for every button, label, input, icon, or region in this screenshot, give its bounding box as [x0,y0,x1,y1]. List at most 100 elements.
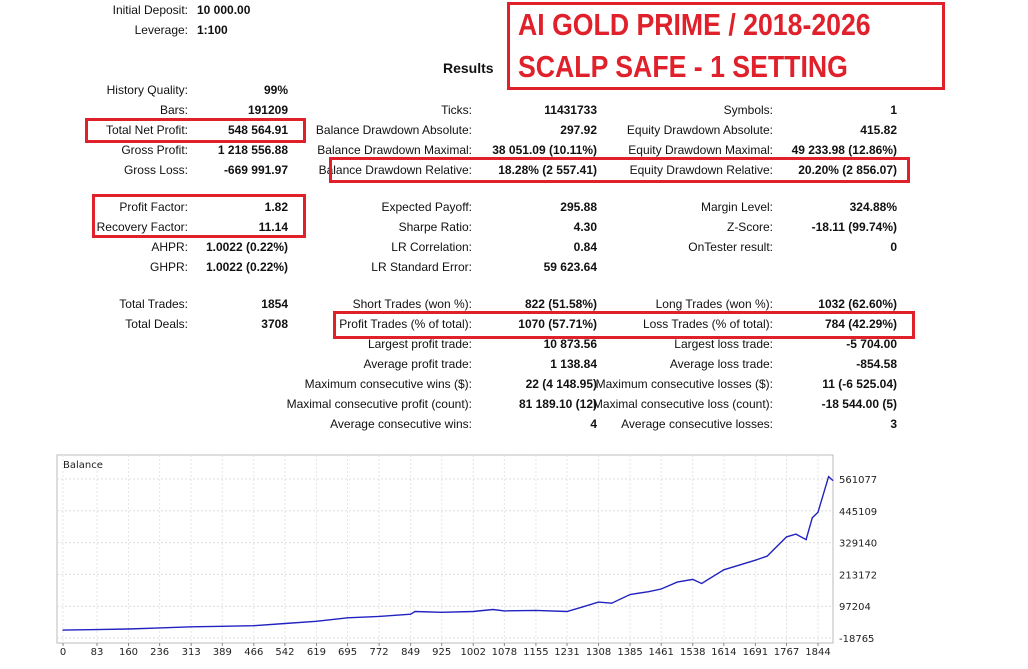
total-deals-value: 3708 [261,317,288,331]
margin-level-label: Margin Level: [700,200,773,214]
x-tick-label: 925 [432,647,451,658]
balance-point [828,475,830,478]
balance-drawdown-absolute-label: Balance Drawdown Absolute: [315,123,472,137]
maximal-consecutive-loss-count-label: Maximal consecutive loss (count): [592,397,773,411]
leverage-value: 1:100 [197,23,228,37]
gross-loss-label: Gross Loss: [123,163,188,177]
balance-drawdown-maximal-label: Balance Drawdown Maximal: [317,143,472,157]
y-tick-label: 97204 [839,602,871,613]
balance-point [315,620,318,622]
x-tick-label: 1538 [680,647,705,658]
long-trades-won-label: Long Trades (won %): [655,297,773,311]
balance-point [127,628,130,630]
highlight-net-profit [85,118,306,143]
balance-point [346,617,349,619]
x-tick-label: 1461 [648,647,673,658]
chart-frame [56,454,834,644]
equity-drawdown-maximal-label: Equity Drawdown Maximal: [628,143,773,157]
y-tick-label: 329140 [839,539,877,550]
equity-drawdown-relative-label: Equity Drawdown Relative: [629,163,773,177]
maximum-consecutive-wins-value: 22 (4 148.95) [525,377,597,391]
ticks-label: Ticks: [441,103,472,117]
balance-point [96,628,98,631]
profit-trades-of-total-label: Profit Trades (% of total): [339,317,472,331]
x-tick-label: 313 [182,647,201,658]
x-tick-label: 389 [213,647,232,658]
history-quality-label: History Quality: [106,83,188,97]
balance-point [817,511,819,513]
balance-point [253,625,255,627]
bars-label: Bars: [159,103,188,117]
x-tick-label: 772 [370,647,389,658]
maximum-consecutive-losses-value: 11 (-6 525.04) [822,377,897,391]
balance-point [62,629,64,631]
ahpr-value: 1.0022 (0.22%) [205,240,288,254]
maximal-consecutive-profit-count-label: Maximal consecutive profit (count): [286,397,472,411]
x-tick-label: 160 [119,647,138,658]
lr-correlation-value: 0.84 [573,240,597,254]
x-tick-label: 1308 [586,647,611,658]
lr-correlation-label: LR Correlation: [391,240,472,254]
largest-profit-trade-value: 10 873.56 [543,337,597,351]
symbols-value: 1 [890,103,897,117]
x-tick-label: 1691 [743,647,768,658]
total-net-profit-label: Total Net Profit: [105,123,188,137]
balance-drawdown-relative-label: Balance Drawdown Relative: [318,163,472,177]
maximum-consecutive-losses-label: Maximum consecutive losses ($): [595,377,773,391]
initial-deposit-value: 10 000.00 [197,3,251,17]
x-tick-label: 849 [401,647,420,658]
ghpr-value: 1.0022 (0.22%) [205,260,288,274]
balance-point [284,622,286,625]
y-tick-label: 213172 [839,570,877,581]
balance-point [832,479,834,481]
average-loss-trade-label: Average loss trade: [669,357,773,371]
balance-point [629,593,631,596]
balance-point [492,608,494,611]
history-quality-value: 99% [263,83,288,97]
equity-drawdown-absolute-value: 415.82 [860,123,897,137]
balance-point [566,610,568,613]
x-tick-label: 619 [307,647,326,658]
expected-payoff-value: 295.88 [560,200,597,214]
loss-trades-of-total-label: Loss Trades (% of total): [642,317,773,331]
expected-payoff-label: Expected Payoff: [381,200,472,214]
balance-point [785,536,788,538]
maximal-consecutive-profit-count-value: 81 189.10 (12) [518,397,597,411]
total-trades-value: 1854 [261,297,288,311]
balance-line [62,475,834,631]
balance-point [660,588,662,590]
leverage-label: Leverage: [134,23,188,37]
y-tick-label: 561077 [839,475,877,486]
lr-standard-error-value: 59 623.64 [543,260,597,274]
symbols-label: Symbols: [723,103,773,117]
balance-point [378,615,380,618]
balance-point [811,517,813,519]
total-net-profit-value: 548 564.91 [227,123,288,137]
initial-deposit-label: Initial Deposit: [112,3,188,17]
x-tick-label: 1385 [617,647,642,658]
balance-drawdown-absolute-value: 297.92 [560,123,597,137]
x-tick-label: 1231 [554,647,579,658]
x-tick-label: 1002 [461,647,486,658]
balance-point [754,559,756,561]
recovery-factor-value: 11.14 [258,220,288,234]
balance-point [472,610,474,613]
balance-point [766,555,768,557]
x-tick-label: 1844 [805,647,830,658]
average-profit-trade-value: 1 138.84 [550,357,597,371]
highlight-factors [92,194,306,238]
maximal-consecutive-loss-count-value: -18 544.00 (5) [821,397,897,411]
balance-point [805,539,807,541]
largest-profit-trade-label: Largest profit trade: [367,337,472,351]
recovery-factor-label: Recovery Factor: [96,220,188,234]
average-consecutive-wins-label: Average consecutive wins: [330,417,472,431]
equity-drawdown-maximal-value: 49 233.98 (12.86%) [791,143,897,157]
balance-point [441,611,443,613]
balance-point [535,609,537,611]
largest-loss-trade-value: -5 704.00 [846,337,897,351]
x-tick-label: 1614 [711,647,736,658]
x-tick-label: 236 [150,647,169,658]
title-line-2: SCALP SAFE - 1 SETTING [518,49,848,84]
long-trades-won-value: 1032 (62.60%) [818,297,897,311]
balance-point [190,626,192,628]
